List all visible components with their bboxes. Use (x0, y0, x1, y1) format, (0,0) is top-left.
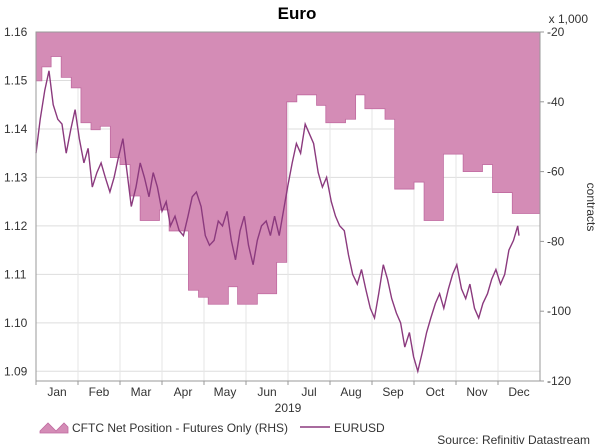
left-tick-label-2: 1.14 (4, 122, 28, 136)
source-note: Source: Refinitiv Datastream (437, 433, 590, 447)
month-label-jan: Jan (47, 385, 66, 399)
right-axis-label: contracts (584, 183, 598, 232)
right-tick-label-5: -120 (547, 374, 571, 388)
left-axis-ticks: 1.16 1.15 1.14 1.13 1.12 1.11 1.10 1.09 (4, 25, 28, 378)
month-axis-ticks: Jan Feb Mar Apr May Jun Jul Aug Sep Oct Nov Dec (35, 381, 530, 399)
month-label-aug: Aug (340, 385, 361, 399)
legend-area-swatch (39, 422, 69, 434)
chart-title: Euro (278, 4, 317, 23)
left-tick-label-6: 1.10 (4, 316, 28, 330)
left-tick-label-1: 1.15 (4, 73, 28, 87)
left-tick-label-4: 1.12 (4, 219, 28, 233)
month-label-jun: Jun (257, 385, 276, 399)
right-tick-label-4: -100 (547, 304, 571, 318)
month-label-may: May (214, 385, 237, 399)
left-tick-label-7: 1.09 (4, 364, 28, 378)
right-tick-label-0: -20 (547, 25, 565, 39)
month-label-apr: Apr (174, 385, 193, 399)
left-tick-label-3: 1.13 (4, 170, 28, 184)
month-label-jul: Jul (301, 385, 316, 399)
cftc-net-position-area (35, 31, 541, 305)
legend: CFTC Net Position - Futures Only (RHS) E… (39, 421, 385, 435)
legend-cftc-label: CFTC Net Position - Futures Only (RHS) (72, 421, 288, 435)
year-label: 2019 (275, 401, 302, 415)
right-axis-unit: x 1,000 (549, 12, 589, 26)
month-label-dec: Dec (508, 385, 529, 399)
right-tick-label-3: -80 (547, 234, 565, 248)
left-tick-label-0: 1.16 (4, 25, 28, 39)
legend-eurusd-label: EURUSD (334, 421, 385, 435)
month-label-nov: Nov (466, 385, 487, 399)
right-tick-label-1: -40 (547, 95, 565, 109)
right-tick-label-2: -60 (547, 165, 565, 179)
month-label-sep: Sep (382, 385, 404, 399)
left-tick-label-5: 1.11 (4, 267, 27, 281)
eurusd-line (35, 70, 520, 375)
month-label-oct: Oct (426, 385, 445, 399)
month-label-feb: Feb (89, 385, 110, 399)
right-axis-ticks: -20 -40 -60 -80 -100 -120 (540, 25, 571, 388)
month-label-mar: Mar (131, 385, 152, 399)
